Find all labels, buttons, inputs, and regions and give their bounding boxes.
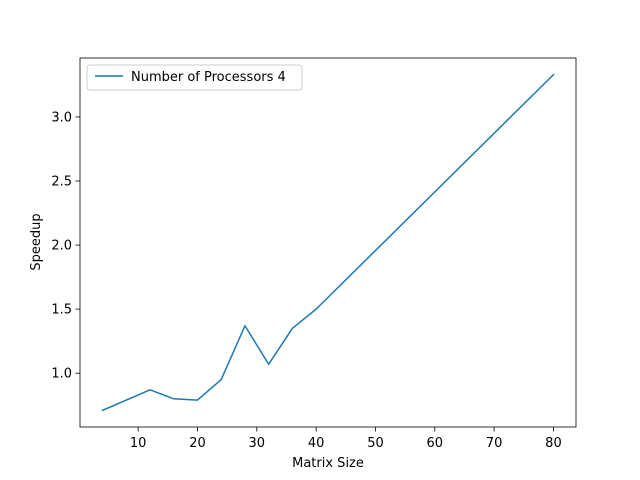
y-axis-ticks: 1.0 1.5 2.0 2.5 3.0	[51, 110, 80, 382]
y-tick-label: 2.5	[51, 175, 72, 190]
x-axis-label: Matrix Size	[292, 456, 364, 471]
x-tick-label: 80	[545, 436, 562, 451]
x-tick-label: 30	[249, 436, 266, 451]
x-tick-label: 40	[308, 436, 325, 451]
x-tick-label: 10	[130, 436, 147, 451]
y-tick-label: 2.0	[51, 239, 72, 254]
x-tick-label: 20	[189, 436, 206, 451]
plot-area-frame	[79, 57, 577, 428]
legend: Number of Processors 4	[86, 64, 303, 91]
legend-label: Number of Processors 4	[131, 70, 286, 85]
y-tick-label: 3.0	[51, 110, 72, 125]
x-axis-ticks: 10 20 30 40 50 60 70 80	[130, 427, 562, 451]
legend-box	[86, 64, 303, 91]
y-tick-label: 1.0	[51, 367, 72, 382]
series-line-processors-4	[101, 73, 555, 412]
y-tick-label: 1.5	[51, 303, 72, 318]
x-tick-label: 50	[367, 436, 384, 451]
y-axis-label: Speedup	[29, 213, 44, 270]
x-tick-label: 70	[486, 436, 503, 451]
x-tick-label: 60	[427, 436, 444, 451]
